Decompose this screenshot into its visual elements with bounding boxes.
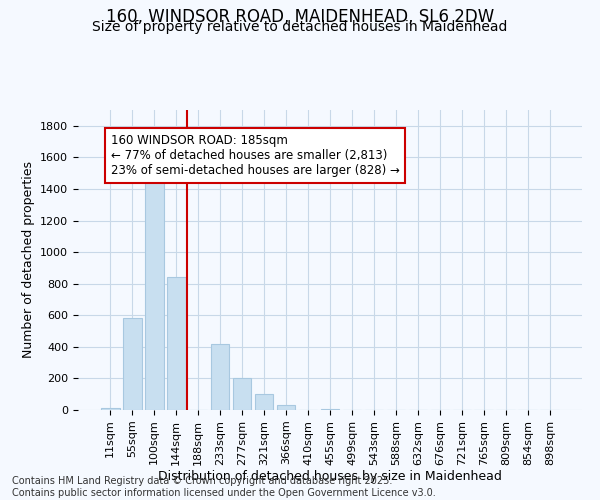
Bar — [320, 409, 340, 410]
Bar — [233, 378, 251, 410]
Text: Contains HM Land Registry data © Crown copyright and database right 2025.
Contai: Contains HM Land Registry data © Crown c… — [12, 476, 436, 498]
Y-axis label: Number of detached properties: Number of detached properties — [22, 162, 35, 358]
Bar — [255, 394, 274, 410]
Bar — [145, 178, 164, 410]
X-axis label: Distribution of detached houses by size in Maidenhead: Distribution of detached houses by size … — [158, 470, 502, 484]
Bar — [123, 318, 142, 410]
Bar — [277, 406, 295, 410]
Text: 160 WINDSOR ROAD: 185sqm
← 77% of detached houses are smaller (2,813)
23% of sem: 160 WINDSOR ROAD: 185sqm ← 77% of detach… — [110, 134, 400, 176]
Bar — [211, 344, 229, 410]
Text: 160, WINDSOR ROAD, MAIDENHEAD, SL6 2DW: 160, WINDSOR ROAD, MAIDENHEAD, SL6 2DW — [106, 8, 494, 26]
Text: Size of property relative to detached houses in Maidenhead: Size of property relative to detached ho… — [92, 20, 508, 34]
Bar — [101, 408, 119, 410]
Bar — [167, 278, 185, 410]
